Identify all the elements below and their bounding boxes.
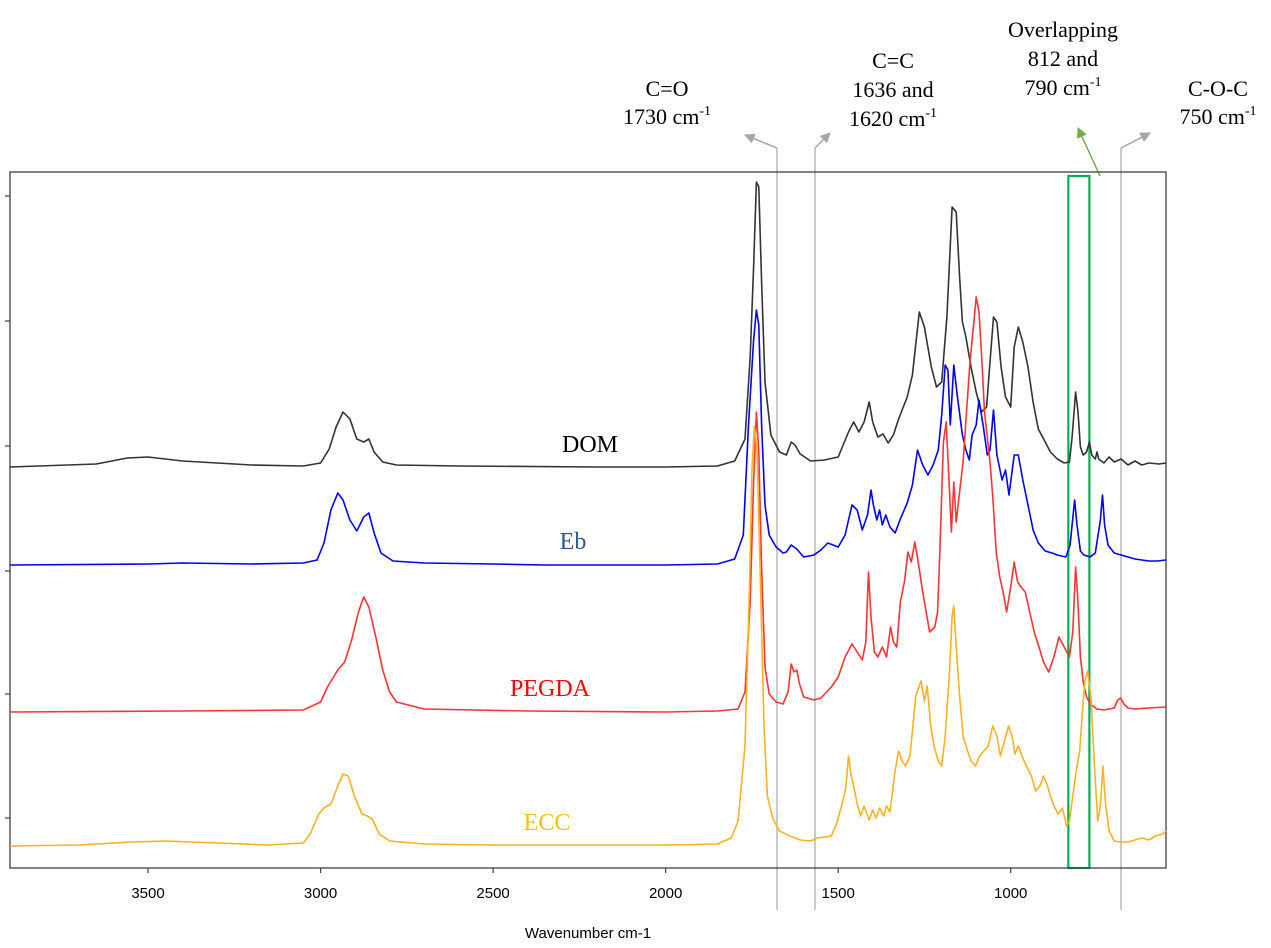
series-layer: DOM Eb PEGDA ECC	[9, 181, 1167, 847]
annotation-text-line: 1620 cm-1	[849, 106, 937, 131]
series-label-pegda: PEGDA	[510, 676, 591, 702]
series-line-dom	[9, 181, 1167, 468]
annotation-text-line: C=O	[646, 76, 689, 101]
y-ticks	[5, 195, 10, 819]
annotation-2: Overlapping 812 and 790 cm-1	[1008, 17, 1118, 870]
x-tick-label: 2500	[476, 885, 509, 902]
annotation-text-line: Overlapping	[1008, 17, 1118, 42]
annotation-text-line: C=C	[872, 48, 914, 73]
annotation-text-line: 1636 and	[852, 77, 933, 102]
annotation-text-line: 790 cm-1	[1024, 75, 1101, 100]
series-label-ecc: ECC	[524, 810, 571, 836]
annotations-layer: C=O 1730 cm-1 C=C 1636 and 1620 cm-1 Overlapp…	[623, 17, 1257, 910]
x-tick-label: 1500	[821, 885, 854, 902]
x-axis: 3500 3000 2500 2000 1500 1000	[131, 868, 1027, 902]
annotation-text-line: 1730 cm-1	[623, 104, 711, 129]
series-label-eb: Eb	[560, 529, 587, 555]
x-tick-label: 2000	[649, 885, 682, 902]
annotation-arrow	[1120, 132, 1151, 149]
annotation-1: C=C 1636 and 1620 cm-1	[814, 48, 937, 910]
x-tick-label: 3500	[131, 885, 164, 902]
annotation-arrow	[814, 132, 831, 149]
series-line-ecc	[9, 425, 1167, 847]
series-label-dom: DOM	[562, 432, 618, 458]
annotation-text-line: 812 and	[1028, 46, 1098, 71]
annotation-arrow	[744, 133, 778, 149]
overlap-highlight-box	[1067, 174, 1091, 870]
x-axis-title: Wavenumber cm-1	[525, 925, 651, 942]
annotation-arrow	[1077, 127, 1101, 177]
annotation-3: C-O-C 750 cm-1	[1120, 76, 1257, 910]
annotation-text-line: C-O-C	[1188, 76, 1248, 101]
series-line-eb	[9, 309, 1167, 566]
series-line-pegda	[9, 296, 1167, 713]
annotation-0: C=O 1730 cm-1	[623, 76, 778, 910]
x-tick-label: 1000	[994, 885, 1027, 902]
x-tick-label: 3000	[304, 885, 337, 902]
plot-frame	[9, 171, 1167, 869]
annotation-text-line: 750 cm-1	[1179, 104, 1256, 129]
